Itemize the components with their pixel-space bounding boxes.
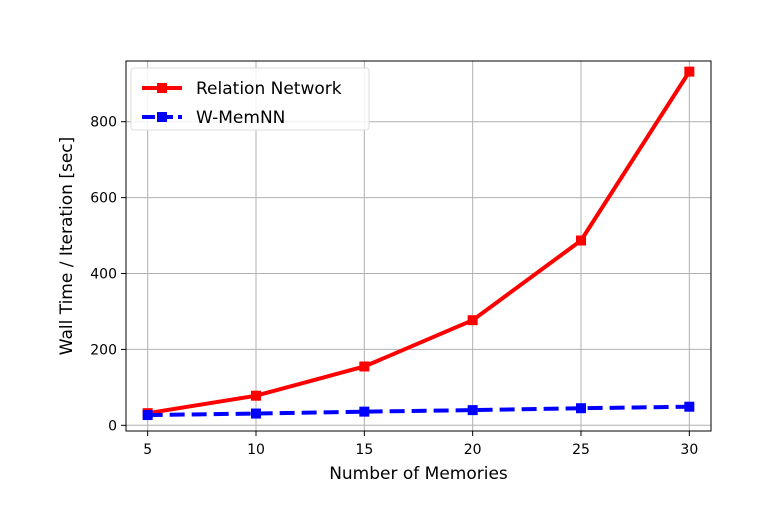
series-line-relation-network <box>147 70 692 416</box>
x-tick-label: 15 <box>355 442 373 458</box>
x-tick-label: 5 <box>143 442 152 458</box>
data-point-relation-network <box>467 315 478 326</box>
x-tick-label: 10 <box>247 442 265 458</box>
data-point-w-memnn <box>359 406 370 417</box>
legend-label-w-memnn: W-MemNN <box>196 108 285 128</box>
data-point-w-memnn <box>251 408 261 419</box>
x-tick-label: 30 <box>680 442 698 458</box>
data-point-relation-network <box>576 235 586 246</box>
legend-marker-relation-network <box>157 83 167 93</box>
legend-marker-w-memnn <box>157 112 167 122</box>
axis-ticks: 5 10 15 20 25 30 0 200 400 600 800 <box>90 115 698 458</box>
data-point-w-memnn <box>142 410 153 421</box>
legend-label-relation-network: Relation Network <box>196 79 342 99</box>
x-axis-label: Number of Memories <box>329 464 508 484</box>
data-point-w-memnn <box>467 405 478 416</box>
y-tick-label: 0 <box>108 418 117 434</box>
data-point-w-memnn <box>576 403 586 414</box>
legend: Relation Network W-MemNN <box>130 67 370 131</box>
x-tick-label: 25 <box>572 442 590 458</box>
y-tick-label: 200 <box>90 342 117 358</box>
x-tick-label: 20 <box>464 442 482 458</box>
data-point-relation-network <box>359 361 370 372</box>
series-line-w-memnn <box>147 404 690 418</box>
data-point-relation-network <box>684 66 695 77</box>
data-point-w-memnn <box>684 401 695 412</box>
y-tick-label: 600 <box>90 191 117 207</box>
y-axis-label: Wall Time / Iteration [sec] <box>57 137 77 356</box>
data-point-relation-network <box>251 390 261 401</box>
y-tick-label: 800 <box>90 115 117 131</box>
legend-box <box>130 67 370 131</box>
y-tick-label: 400 <box>90 267 117 283</box>
series-group <box>142 66 695 421</box>
plot-frame <box>125 60 712 432</box>
